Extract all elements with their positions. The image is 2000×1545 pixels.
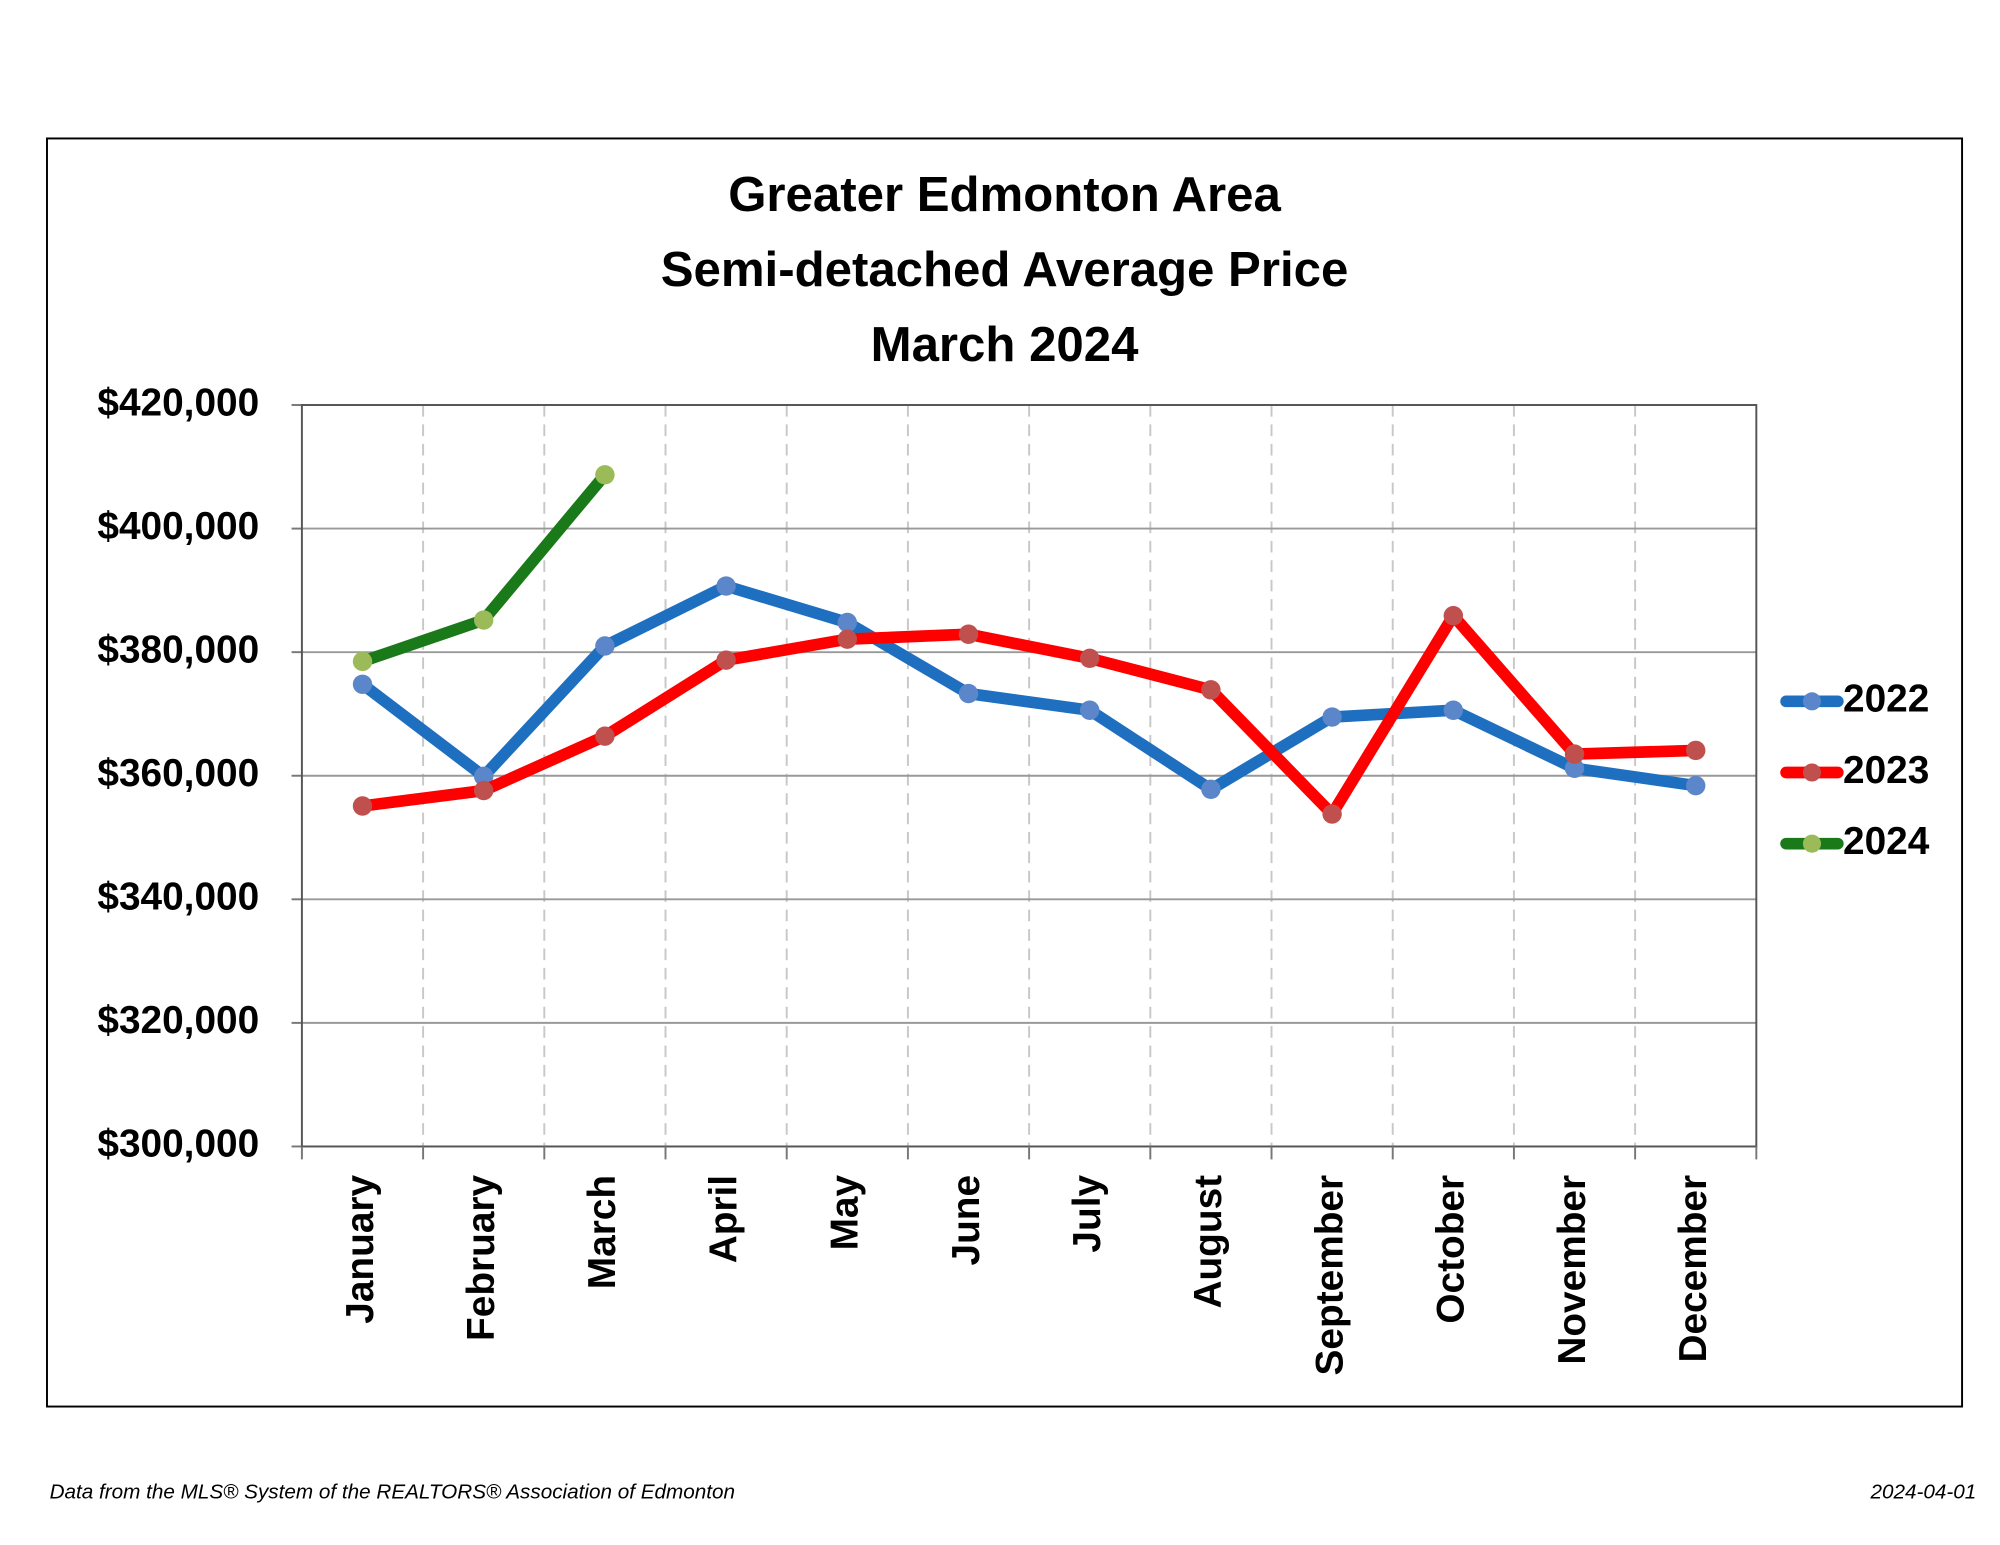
x-tick-label: September — [1308, 1175, 1351, 1376]
data-point — [595, 726, 615, 746]
y-tick-label: $400,000 — [97, 505, 259, 548]
data-point — [474, 766, 494, 787]
data-point — [1080, 648, 1100, 669]
x-tick-label: March — [581, 1175, 624, 1289]
y-tick-label: $420,000 — [97, 381, 259, 424]
data-point — [1443, 606, 1464, 626]
x-tick-label: November — [1551, 1175, 1594, 1365]
y-tick-label: $300,000 — [97, 1123, 259, 1166]
source-note: Data from the MLS® System of the REALTOR… — [50, 1481, 735, 1504]
data-point — [1322, 707, 1342, 727]
x-tick-label: October — [1430, 1175, 1473, 1324]
x-tick-label: February — [460, 1175, 503, 1341]
legend-marker — [1802, 763, 1822, 782]
data-point — [1201, 680, 1221, 700]
chart-title: March 2024 — [871, 317, 1139, 372]
data-point — [716, 650, 736, 670]
legend-marker — [1802, 834, 1822, 853]
x-tick-label: May — [824, 1175, 867, 1251]
data-point — [474, 780, 494, 801]
series-line — [358, 580, 1697, 796]
chart-title: Semi-detached Average Price — [661, 242, 1349, 297]
data-point — [352, 674, 373, 694]
data-point — [1080, 700, 1100, 720]
data-point — [595, 465, 615, 485]
series-line — [361, 609, 1696, 820]
y-tick-label: $360,000 — [97, 752, 259, 795]
data-point — [958, 683, 979, 704]
chart-frame — [46, 137, 1964, 1408]
data-point — [1201, 779, 1221, 800]
data-point — [1564, 758, 1585, 779]
x-tick-label: April — [702, 1175, 745, 1263]
data-point — [837, 612, 858, 633]
legend-marker — [1802, 692, 1822, 711]
data-point — [1564, 744, 1585, 764]
x-tick-label: July — [1066, 1175, 1109, 1253]
legend-label: 2024 — [1843, 820, 1930, 863]
data-point — [1443, 700, 1464, 720]
data-point — [1322, 804, 1342, 824]
x-tick-label: June — [945, 1175, 988, 1266]
x-tick-label: January — [339, 1175, 382, 1324]
data-point — [837, 629, 858, 649]
y-tick-label: $340,000 — [97, 876, 259, 919]
data-point — [352, 651, 373, 672]
date-note: 2024-04-01 — [1869, 1481, 1976, 1504]
data-point — [716, 576, 736, 596]
legend-label: 2023 — [1843, 749, 1929, 792]
data-point — [1686, 775, 1706, 796]
data-point — [1686, 740, 1706, 761]
data-point — [595, 636, 615, 656]
chart-title: Greater Edmonton Area — [728, 167, 1281, 222]
data-point — [474, 610, 494, 630]
y-tick-label: $320,000 — [97, 999, 259, 1042]
legend-label: 2022 — [1843, 678, 1929, 721]
data-point — [958, 624, 979, 644]
x-tick-label: December — [1672, 1175, 1715, 1363]
data-point — [352, 796, 373, 816]
y-tick-label: $380,000 — [97, 628, 259, 671]
x-tick-label: August — [1187, 1175, 1230, 1309]
